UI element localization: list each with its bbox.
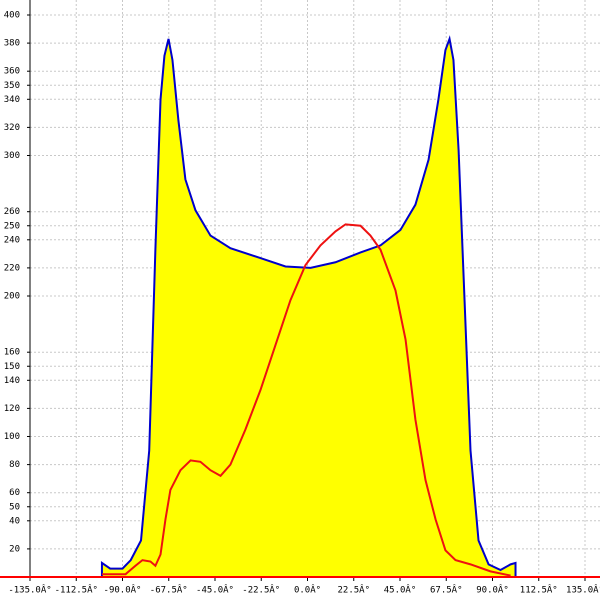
line xyxy=(101,223,511,577)
x-tick-label: -45.0Â° xyxy=(196,584,234,596)
x-tick-label: -22.5Â° xyxy=(242,584,280,596)
y-tick-label: 250 xyxy=(4,221,20,231)
x-tick-label: 135.0Â° xyxy=(566,584,600,596)
y-tick-label: 120 xyxy=(4,404,20,414)
x-tick-label: 0.0Â° xyxy=(294,584,321,596)
y-tick-label: 320 xyxy=(4,123,20,133)
line xyxy=(100,35,517,577)
y-tick-label: 20 xyxy=(9,544,20,554)
y-tick-label: 260 xyxy=(4,207,20,217)
y-tick-label: 40 xyxy=(9,516,20,526)
y-tick-label: 360 xyxy=(4,67,20,77)
y-tick-label: 80 xyxy=(9,460,20,470)
y-tick-label: 160 xyxy=(4,348,20,358)
x-tick-label: 90.0Â° xyxy=(476,584,509,596)
y-tick-label: 380 xyxy=(4,39,20,49)
y-tick-label: 240 xyxy=(4,235,20,245)
y-tick-label: 220 xyxy=(4,263,20,273)
y-tick-label: 350 xyxy=(4,81,20,91)
x-tick-label: 45.0Â° xyxy=(384,584,417,596)
x-tick-label: -112.5Â° xyxy=(55,584,98,596)
y-tick-label: 200 xyxy=(4,292,20,302)
y-tick-label: 50 xyxy=(9,502,20,512)
y-tick-label: 60 xyxy=(9,488,20,498)
y-tick-label: 150 xyxy=(4,362,20,372)
y-tick-label: 100 xyxy=(4,432,20,442)
x-tick-label: -90.0Â° xyxy=(104,584,142,596)
y-tick-label: 400 xyxy=(4,11,20,21)
x-tick-label: -135.0Â° xyxy=(8,584,51,596)
y-tick-label: 140 xyxy=(4,376,20,386)
x-tick-label: 112.5Â° xyxy=(520,584,558,596)
x-tick-label: 67.5Â° xyxy=(430,584,463,596)
y-tick-label: 340 xyxy=(4,95,20,105)
y-tick-label: 300 xyxy=(4,151,20,161)
area xyxy=(101,38,516,577)
x-tick-label: 22.5Â° xyxy=(337,584,370,596)
x-tick-label: -67.5Â° xyxy=(150,584,188,596)
